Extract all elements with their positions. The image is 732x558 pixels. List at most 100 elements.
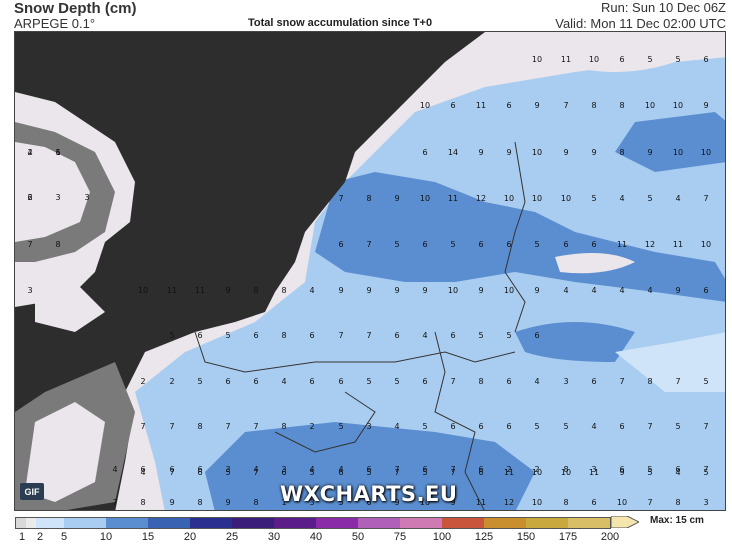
snow-value-label: 6 [450, 422, 455, 431]
snow-value-label: 6 [478, 422, 483, 431]
snow-value-label: 10 [532, 194, 542, 203]
snow-value-label: 6 [675, 465, 680, 474]
snow-value-label: 7 [675, 377, 680, 386]
snow-value-label: 6 [619, 55, 624, 64]
snow-value-label: 3 [225, 465, 230, 474]
gif-button[interactable]: GIF [20, 483, 44, 500]
snow-value-label: 11 [589, 468, 599, 477]
snow-value-label: 8 [563, 465, 568, 474]
snow-value-label: 3 [591, 465, 596, 474]
snow-value-label: 8 [253, 498, 258, 507]
legend-label: 40 [309, 531, 323, 543]
snow-value-label: 9 [169, 498, 174, 507]
legend-labels: 1 2 5 10 15 20 25 30 40 50 75 100 125 150 175 200 [0, 531, 732, 547]
snow-value-label: 6 [478, 468, 483, 477]
legend-swatch [358, 518, 400, 528]
snow-value-label: 7 [140, 422, 145, 431]
snow-value-label: 10 [589, 55, 599, 64]
snow-value-label: 4 [619, 286, 624, 295]
snow-value-label: 8 [197, 422, 202, 431]
snow-value-label: 10 [448, 286, 458, 295]
snow-value-label: 9 [591, 148, 596, 157]
snow-value-label: 4 [591, 422, 596, 431]
snow-value-label: 7 [703, 422, 708, 431]
snow-value-label: 7 [27, 240, 32, 249]
sea [15, 32, 485, 510]
snow-value-label: 8 [563, 498, 568, 507]
snow-value-label: 7 [366, 331, 371, 340]
snow-value-label: 9 [534, 101, 539, 110]
legend-label: 50 [351, 531, 365, 543]
snow-value-label: 6 [703, 286, 708, 295]
snow-value-label: 5 [394, 377, 399, 386]
snow-value-label: 8 [591, 101, 596, 110]
legend-swatch [568, 518, 610, 528]
snow-value-label: 11 [476, 101, 486, 110]
snow-value-label: 9 [478, 148, 483, 157]
snow-value-label: 2 [27, 148, 32, 157]
legend-label: 1 [18, 531, 26, 543]
legend-swatch [526, 518, 568, 528]
legend-swatch [36, 518, 64, 528]
snow-value-label: 5 [478, 331, 483, 340]
legend-swatch [400, 518, 442, 528]
snow-value-label: 6 [534, 331, 539, 340]
legend-label: 175 [558, 531, 578, 543]
snow-value-label: 6 [563, 240, 568, 249]
snow-value-label: 2 [27, 193, 32, 202]
snow-value-label: 5 [338, 422, 343, 431]
snow-value-label: 10 [504, 286, 514, 295]
valid-time: Valid: Mon 11 Dec 02:00 UTC [555, 16, 726, 31]
snow-value-label: 14 [448, 148, 458, 157]
snow-value-label: 2 [534, 465, 539, 474]
snow-value-label: 5 [647, 55, 652, 64]
snow-value-label: 6 [197, 465, 202, 474]
snow-value-label: 4 [675, 468, 680, 477]
snow-value-label: 4 [619, 194, 624, 203]
snow-value-label: 6 [506, 101, 511, 110]
snow-value-label: 4 [422, 331, 427, 340]
max-label: Max: 15 cm [650, 515, 704, 526]
snow-value-label: 5 [450, 240, 455, 249]
snow-value-label: 1 [55, 148, 60, 157]
snow-value-label: 6 [197, 468, 202, 477]
snow-value-label: 5 [225, 331, 230, 340]
snow-value-label: 7 [366, 240, 371, 249]
snow-value-label: 9 [563, 148, 568, 157]
snow-value-label: 6 [506, 377, 511, 386]
legend-colorbar [15, 517, 611, 529]
snow-value-label: 9 [534, 286, 539, 295]
snow-value-label: 7 [563, 101, 568, 110]
snow-value-label: 4 [281, 377, 286, 386]
snow-value-label: 2 [140, 377, 145, 386]
snow-mid-northeast [615, 112, 725, 172]
legend-swatch [148, 518, 190, 528]
snow-value-label: 6 [478, 465, 483, 474]
snow-value-label: 8 [675, 498, 680, 507]
snow-value-label: 12 [476, 194, 486, 203]
snow-value-label: 4 [534, 377, 539, 386]
snow-value-label: 12 [645, 240, 655, 249]
map-title: Snow Depth (cm) [14, 0, 137, 17]
snow-value-label: 5 [534, 240, 539, 249]
snow-value-label: 10 [673, 148, 683, 157]
legend-arrow-icon [611, 516, 639, 528]
model-label: ARPEGE 0.1° [14, 16, 96, 31]
legend-swatch [190, 518, 232, 528]
legend-label: 15 [141, 531, 155, 543]
snow-value-label: 3 [366, 422, 371, 431]
snow-value-label: 7 [450, 377, 455, 386]
legend-label: 125 [474, 531, 494, 543]
snow-value-label: 2 [169, 377, 174, 386]
legend-label: 150 [516, 531, 536, 543]
snow-value-label: 8 [619, 101, 624, 110]
snow-value-label: 9 [225, 498, 230, 507]
snow-value-label: 4 [140, 468, 145, 477]
snow-value-label: 2 [309, 422, 314, 431]
snow-value-label: 5 [647, 465, 652, 474]
snow-value-label: 6 [169, 465, 174, 474]
snow-value-label: 10 [561, 468, 571, 477]
snow-value-label: 8 [140, 498, 145, 507]
land-bare-center [555, 253, 635, 274]
